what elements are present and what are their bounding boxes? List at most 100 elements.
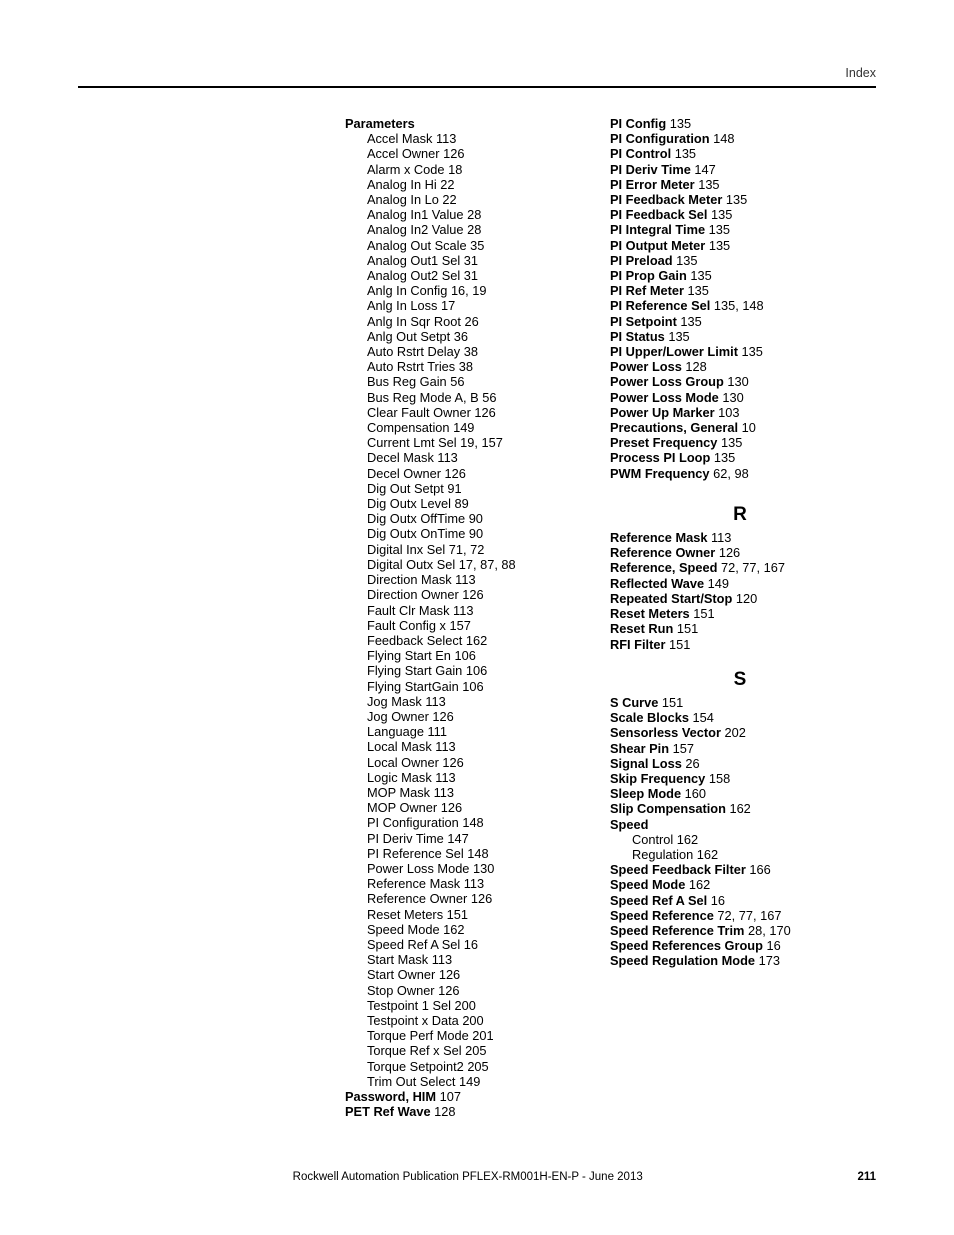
index-subentry: Flying StartGain 106 <box>367 679 600 694</box>
index-subentry: Anlg In Config 16, 19 <box>367 283 600 298</box>
index-letter-heading: S <box>610 672 870 687</box>
index-term: Reference Owner <box>610 545 715 560</box>
index-subentry: Reset Meters 151 <box>367 907 600 922</box>
index-pages: 151 <box>658 695 683 710</box>
index-subentry: Digital Outx Sel 17, 87, 88 <box>367 557 600 572</box>
index-subentry: Analog In2 Value 28 <box>367 222 600 237</box>
index-pages: 126 <box>715 545 740 560</box>
index-subentry: Analog In Hi 22 <box>367 177 600 192</box>
index-term: Power Loss <box>610 359 682 374</box>
index-subentry: Direction Mask 113 <box>367 572 600 587</box>
index-subentry: Bus Reg Gain 56 <box>367 374 600 389</box>
index-term: PI Upper/Lower Limit <box>610 344 738 359</box>
index-pages: 135 <box>705 238 730 253</box>
index-entry: Power Loss Group 130 <box>610 374 870 389</box>
index-entry: Reset Meters 151 <box>610 606 870 621</box>
index-entry: PI Configuration 148 <box>610 131 870 146</box>
index-pages: 148 <box>710 131 735 146</box>
index-subentry: Alarm x Code 18 <box>367 162 600 177</box>
index-pages: 135 <box>705 222 730 237</box>
index-term: PI Output Meter <box>610 238 705 253</box>
index-term: PWM Frequency <box>610 466 710 481</box>
index-subentry: Regulation 162 <box>632 847 870 862</box>
index-entry: PI Feedback Meter 135 <box>610 192 870 207</box>
index-subentry: Control 162 <box>632 832 870 847</box>
index-entry: PI Reference Sel 135, 148 <box>610 298 870 313</box>
index-subentry: Anlg In Loss 17 <box>367 298 600 313</box>
index-term: Reset Meters <box>610 606 690 621</box>
index-subentry: Anlg Out Setpt 36 <box>367 329 600 344</box>
index-pages: 135 <box>687 268 712 283</box>
index-pages: 154 <box>689 710 714 725</box>
index-subentry: Torque Perf Mode 201 <box>367 1028 600 1043</box>
index-term: Reference, Speed <box>610 560 717 575</box>
index-entry: Process PI Loop 135 <box>610 450 870 465</box>
index-pages: 16 <box>707 893 725 908</box>
index-subentry: Fault Config x 157 <box>367 618 600 633</box>
index-subentry: MOP Mask 113 <box>367 785 600 800</box>
index-subentry: Analog In1 Value 28 <box>367 207 600 222</box>
index-entry: PI Upper/Lower Limit 135 <box>610 344 870 359</box>
index-pages: 160 <box>681 786 706 801</box>
index-col-right: PI Config 135 PI Configuration 148PI Cont… <box>610 116 870 1119</box>
index-term: Speed Mode <box>610 877 685 892</box>
index-term: Precautions, General <box>610 420 738 435</box>
index-entry: Speed Regulation Mode 173 <box>610 953 870 968</box>
index-pages: 135 <box>684 283 709 298</box>
index-pages: 135 <box>673 253 698 268</box>
index-subentry: Torque Ref x Sel 205 <box>367 1043 600 1058</box>
index-subentry: Stop Owner 126 <box>367 983 600 998</box>
index-term: PI Integral Time <box>610 222 705 237</box>
index-entry: Speed Ref A Sel 16 <box>610 893 870 908</box>
index-subentry: Decel Owner 126 <box>367 466 600 481</box>
index-pages: 147 <box>691 162 716 177</box>
index-subentry: Flying Start En 106 <box>367 648 600 663</box>
index-subentry: Digital Inx Sel 71, 72 <box>367 542 600 557</box>
index-subentry: Speed Ref A Sel 16 <box>367 937 600 952</box>
index-term: Password, HIM <box>345 1089 436 1104</box>
index-subentry: Flying Start Gain 106 <box>367 663 600 678</box>
index-pages: 135 <box>695 177 720 192</box>
index-term: Preset Frequency <box>610 435 717 450</box>
index-pages: 128 <box>682 359 707 374</box>
index-pages: 120 <box>732 591 757 606</box>
index-subentry: Reference Owner 126 <box>367 891 600 906</box>
index-term: Reflected Wave <box>610 576 704 591</box>
index-entry: Speed Mode 162 <box>610 877 870 892</box>
index-entry: Reference Owner 126 <box>610 545 870 560</box>
index-term: Reference Mask <box>610 530 707 545</box>
index-term: Speed Feedback Filter <box>610 862 746 877</box>
index-term: Scale Blocks <box>610 710 689 725</box>
index-entry: Power Up Marker 103 <box>610 405 870 420</box>
index-entry: Speed Reference Trim 28, 170 <box>610 923 870 938</box>
index-entry: Sleep Mode 160 <box>610 786 870 801</box>
index-col-left: ParametersAccel Mask 113Accel Owner 126A… <box>345 116 600 1119</box>
index-entry: Power Loss Mode 130 <box>610 390 870 405</box>
index-pages: 135 <box>717 435 742 450</box>
index-term: PI Config <box>610 116 666 131</box>
index-entry: PET Ref Wave 128 <box>345 1104 600 1119</box>
index-pages: 135 <box>710 450 735 465</box>
index-entry: Speed Feedback Filter 166 <box>610 862 870 877</box>
index-term: Speed Reference Trim <box>610 923 744 938</box>
index-entry: Speed References Group 16 <box>610 938 870 953</box>
index-entry: Preset Frequency 135 <box>610 435 870 450</box>
index-term: Process PI Loop <box>610 450 710 465</box>
index-term: Sleep Mode <box>610 786 681 801</box>
index-pages: 135 <box>677 314 702 329</box>
index-term: PI Prop Gain <box>610 268 687 283</box>
index-entry: PI Integral Time 135 <box>610 222 870 237</box>
index-term: Reset Run <box>610 621 673 636</box>
index-pages: 166 <box>746 862 771 877</box>
index-pages: 162 <box>685 877 710 892</box>
index-term: Power Loss Group <box>610 374 724 389</box>
index-subentry: PI Reference Sel 148 <box>367 846 600 861</box>
index-pages: 151 <box>690 606 715 621</box>
index-term: Repeated Start/Stop <box>610 591 732 606</box>
index-term: PI Preload <box>610 253 673 268</box>
index-term: PI Control <box>610 146 671 161</box>
index-heading: Parameters <box>345 116 600 131</box>
index-entry: Power Loss 128 <box>610 359 870 374</box>
index-letter-heading: R <box>610 507 870 522</box>
index-subentry: Compensation 149 <box>367 420 600 435</box>
